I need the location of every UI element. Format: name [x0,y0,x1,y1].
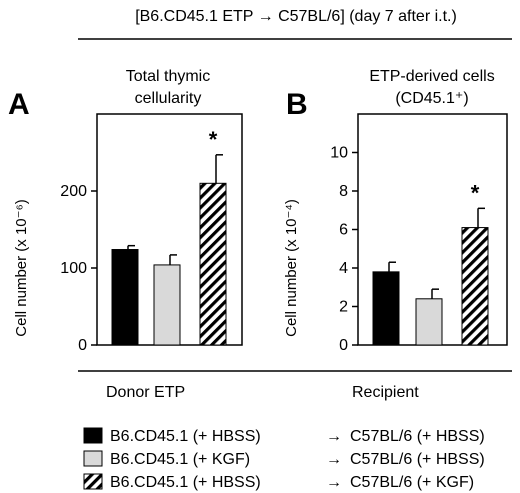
legend-row: B6.CD45.1 (+ HBSS) → C57BL/6 (+ HBSS) [83,427,485,445]
panel-b-letter: B [286,88,308,121]
panel-a-y-axis-label: Cell number (x 10⁻⁶) [13,199,30,336]
legend-arrow: → [326,474,342,491]
legend-arrow: → [326,451,342,468]
panel-b: B ETP-derived cells (CD45.1⁺) Cell numbe… [283,68,508,354]
legend: Donor ETP Recipient B6.CD45.1 (+ HBSS) →… [78,370,512,491]
panel-a: A Total thymic cellularity Cell number (… [8,68,243,354]
panel-a-letter: A [8,88,30,121]
y-tick-label: 100 [60,260,87,277]
bar [372,271,400,346]
bar [461,227,489,346]
legend-arrow: → [326,428,342,445]
y-tick-label: 4 [339,260,348,277]
bar [199,182,227,346]
panel-a-plot: 0 100 200 * [60,113,243,354]
legend-donor-label: B6.CD45.1 (+ HBSS) [110,474,261,491]
legend-donor-label: B6.CD45.1 (+ KGF) [110,451,250,468]
panel-a-title-line-2: cellularity [135,90,202,107]
significance-marker: * [471,180,480,205]
bar [415,298,443,346]
y-tick-label: 10 [330,145,348,162]
legend-row: B6.CD45.1 (+ KGF) → C57BL/6 (+ HBSS) [83,450,485,468]
significance-marker: * [209,127,218,152]
panel-b-y-axis-label: Cell number (x 10⁻⁴) [283,199,300,337]
legend-donor-label: B6.CD45.1 (+ HBSS) [110,428,261,445]
panel-a-title-line-1: Total thymic [126,68,210,85]
panel-b-plot: 0 2 4 6 8 10 * [330,113,508,354]
bar [111,249,139,346]
y-tick-label: 2 [339,299,348,316]
legend-recipient-label: C57BL/6 (+ HBSS) [350,428,485,445]
legend-swatch-hbss [83,427,103,444]
bar [153,264,181,346]
panel-b-title-line-1: ETP-derived cells [369,68,494,85]
y-tick-label: 0 [78,337,87,354]
y-tick-label: 0 [339,337,348,354]
legend-donor-header: Donor ETP [106,384,185,401]
legend-swatch-kgf [83,450,103,467]
y-tick-label: 8 [339,183,348,200]
legend-swatch-hatched [83,473,103,490]
figure-header-title: [B6.CD45.1 ETP → C57BL/6] (day 7 after i… [135,8,457,25]
legend-row: B6.CD45.1 (+ HBSS) → C57BL/6 (+ KGF) [83,473,474,491]
y-tick-label: 200 [60,183,87,200]
legend-recipient-label: C57BL/6 (+ KGF) [350,474,474,491]
panel-b-title-line-2: (CD45.1⁺) [395,90,468,107]
y-tick-label: 6 [339,222,348,239]
legend-recipient-label: C57BL/6 (+ HBSS) [350,451,485,468]
legend-recipient-header: Recipient [352,384,419,401]
